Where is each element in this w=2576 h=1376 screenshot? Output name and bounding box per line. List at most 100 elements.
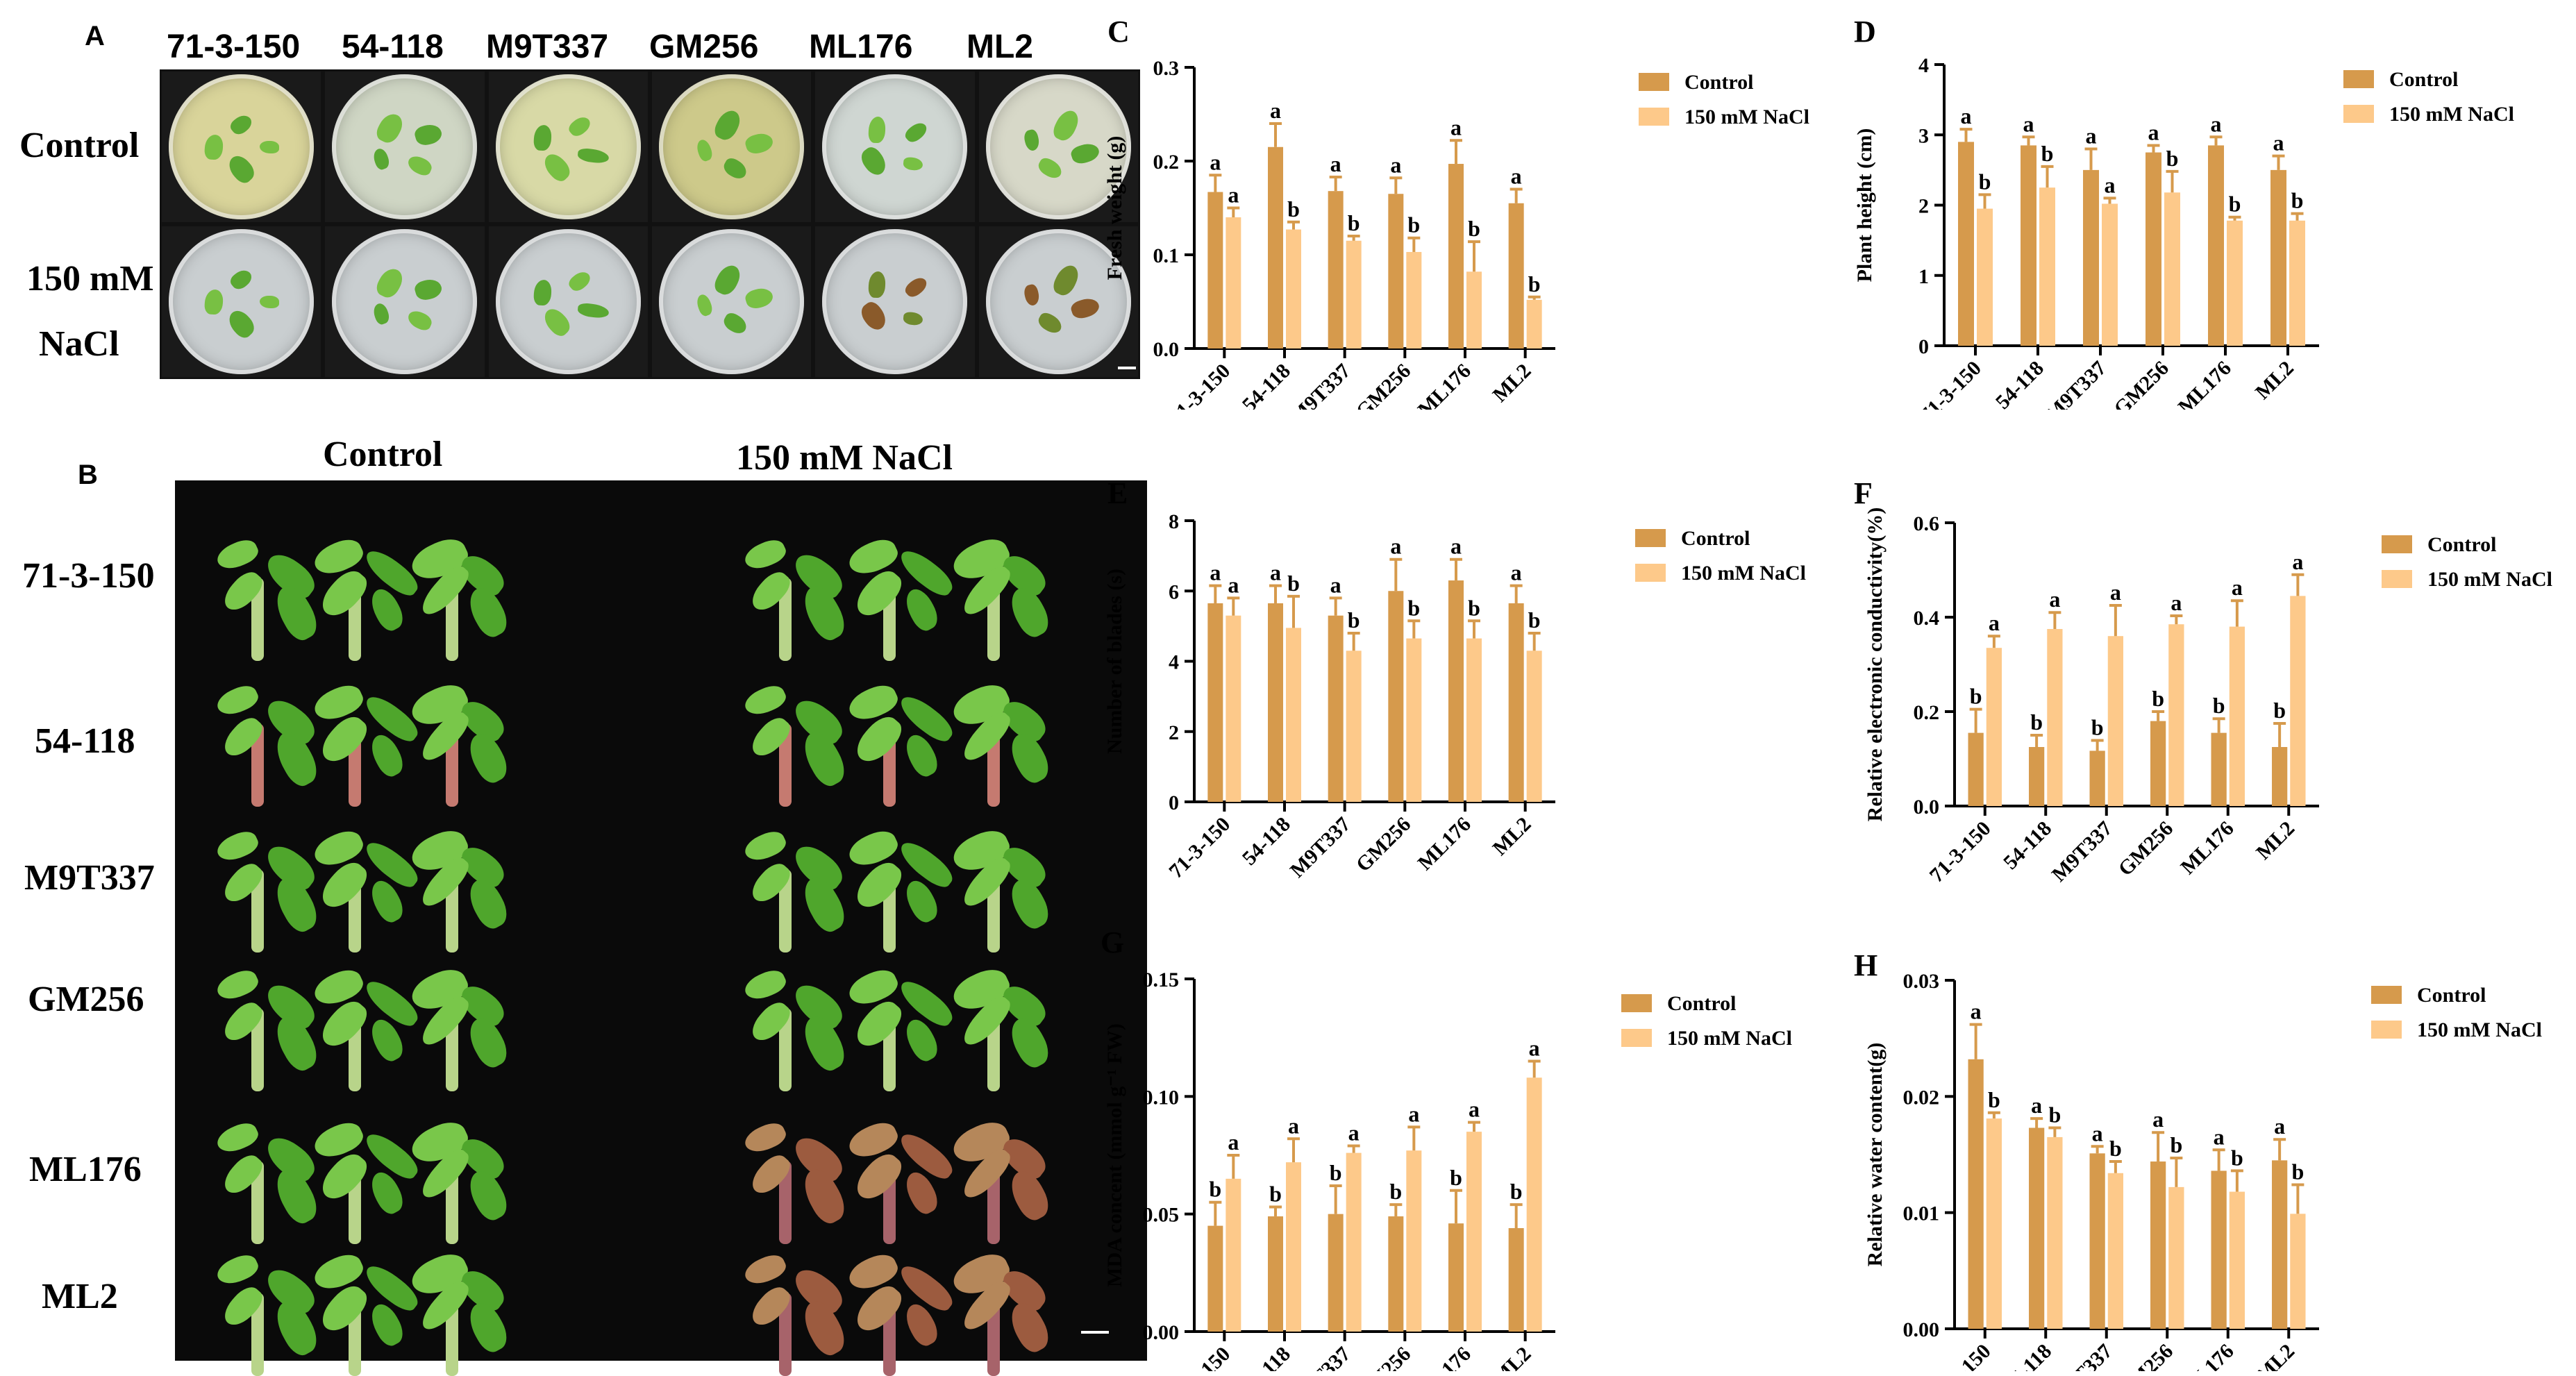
plantlet-leaf (894, 1259, 958, 1316)
bar-control (2272, 1160, 2288, 1329)
photo-b-row-label: ML176 (29, 1150, 142, 1189)
plantlet-leaf (213, 680, 262, 721)
bar-nacl (2229, 626, 2245, 806)
bar-control (1508, 603, 1524, 802)
chart-fresh-weight: C 0.0 0.1 0.2 0.3 Fresh weight (g) 71-3-150 a a 5… (1080, 10, 1812, 430)
y-tick-label: 0.05 (1143, 1204, 1180, 1227)
plantlet (259, 140, 279, 153)
significance-letter: a (1270, 560, 1281, 585)
plantlet-leaf (1004, 1013, 1055, 1072)
x-tick-label: 71-3-150 (1164, 1343, 1235, 1371)
panel-label: E (1107, 476, 1128, 510)
bar-control (1448, 1223, 1464, 1332)
significance-letter: a (1971, 999, 1982, 1024)
legend-label: Control (1681, 527, 1750, 550)
panel-label: G (1101, 925, 1124, 959)
plantlet-leaf (462, 1166, 513, 1225)
significance-letter: b (1468, 216, 1480, 241)
photo-a-cell (815, 226, 975, 377)
legend-label: Control (1667, 992, 1736, 1015)
bar-nacl (1226, 1178, 1241, 1332)
y-tick-label: 1 (1918, 265, 1929, 288)
bar-nacl (1466, 1132, 1482, 1332)
x-tick-label: M9T337 (1286, 360, 1355, 410)
significance-letter: b (1468, 595, 1480, 620)
x-tick-label: 71-3-150 (1164, 813, 1235, 883)
significance-letter: b (2109, 1136, 2122, 1161)
bar-nacl (2290, 1214, 2306, 1329)
y-tick-label: 4 (1169, 651, 1179, 674)
bar-nacl (1977, 208, 1993, 346)
y-axis-label: Plant height (cm) (1853, 128, 1876, 283)
bar-nacl (1346, 1152, 1362, 1332)
plantlet-stem (251, 1161, 264, 1244)
significance-letter: a (2292, 549, 2303, 574)
chart-plant-height: D 0 1 2 3 4 Plant height (cm) 71-3-150 a b 54-118 a… (1833, 10, 2573, 427)
bar-nacl (2047, 629, 2063, 806)
significance-letter: b (2091, 714, 2104, 739)
bar-control (2150, 1161, 2166, 1329)
legend-swatch (2382, 535, 2412, 553)
bar-nacl (2229, 1191, 2245, 1329)
y-tick-label: 0.03 (1903, 970, 1940, 993)
legend-label: 150 mM NaCl (2417, 1018, 2542, 1041)
bar-nacl (1346, 651, 1362, 802)
x-tick-label: GM256 (2109, 357, 2173, 410)
legend-swatch (2371, 1021, 2402, 1039)
bar-nacl (1226, 615, 1241, 802)
plantlet-stem (779, 723, 792, 807)
plantlet-leaf (315, 1148, 373, 1207)
y-tick-label: 0 (1169, 791, 1179, 814)
photo-b-col-label-nacl: 150 mM NaCl (736, 438, 953, 478)
significance-letter: a (1961, 103, 1972, 128)
significance-letter: a (1210, 149, 1221, 174)
x-tick-label: GM256 (2114, 1340, 2178, 1371)
plantlet-stem (251, 1008, 264, 1091)
plantlet-leaf (894, 836, 958, 893)
bar-control (2211, 732, 2227, 806)
significance-letter: b (2152, 686, 2164, 711)
plantlet-leaf (269, 1295, 324, 1360)
significance-letter: a (2171, 590, 2182, 615)
significance-letter: b (2048, 1102, 2061, 1127)
photo-a-row-label-nacl-2: NaCl (39, 324, 119, 364)
significance-letter: a (2148, 119, 2159, 144)
plantlet-leaf (213, 1118, 262, 1158)
bar-control (1448, 164, 1464, 349)
significance-letter: b (1988, 1087, 2000, 1112)
bar-nacl (1226, 217, 1241, 349)
photo-a-cell (325, 72, 485, 222)
chart-svg: G 0.00 0.05 0.10 0.15 MDA concent (mmol g⁻¹ F… (1101, 925, 1792, 1376)
photo-a-row-label-nacl: 150 mM (26, 259, 154, 299)
significance-letter: a (1210, 560, 1221, 585)
photo-b-row-label: 71-3-150 (22, 556, 155, 596)
plantlet-leaf (360, 836, 424, 893)
bar-nacl (1406, 638, 1422, 802)
photo-a-col-label: ML2 (967, 28, 1033, 65)
legend-swatch (2371, 986, 2402, 1004)
significance-letter: b (1970, 684, 1982, 709)
y-tick-label: 4 (1918, 54, 1929, 77)
bar-control (1958, 142, 1974, 346)
photo-a-cell (325, 226, 485, 377)
chart-svg: F 0.0 0.2 0.4 0.6 Relative electronic conduct… (1854, 476, 2552, 887)
legend-swatch (2343, 70, 2374, 88)
bar-nacl (1526, 299, 1542, 349)
legend-label: 150 mM NaCl (2389, 103, 2514, 126)
plantlet-leaf (360, 544, 424, 601)
plantlet-leaf (269, 1164, 324, 1228)
significance-letter: a (1228, 572, 1239, 597)
significance-letter: a (2273, 131, 2284, 156)
plantlet-leaf (462, 1013, 513, 1072)
bar-nacl (2168, 1186, 2184, 1329)
significance-letter: a (1529, 1036, 1540, 1061)
significance-letter: b (2041, 141, 2054, 166)
bar-nacl (2107, 1173, 2123, 1329)
photo-b-col-label-control: Control (323, 435, 443, 474)
x-tick-label: ML2 (2252, 1340, 2299, 1371)
y-tick-label: 2 (1169, 721, 1179, 744)
photo-a-col-label: 54-118 (342, 28, 444, 65)
y-axis-label: Relative electronic conductivity(%) (1864, 507, 1887, 822)
significance-letter: a (2214, 1124, 2225, 1149)
plantlet-leaf (269, 872, 324, 937)
